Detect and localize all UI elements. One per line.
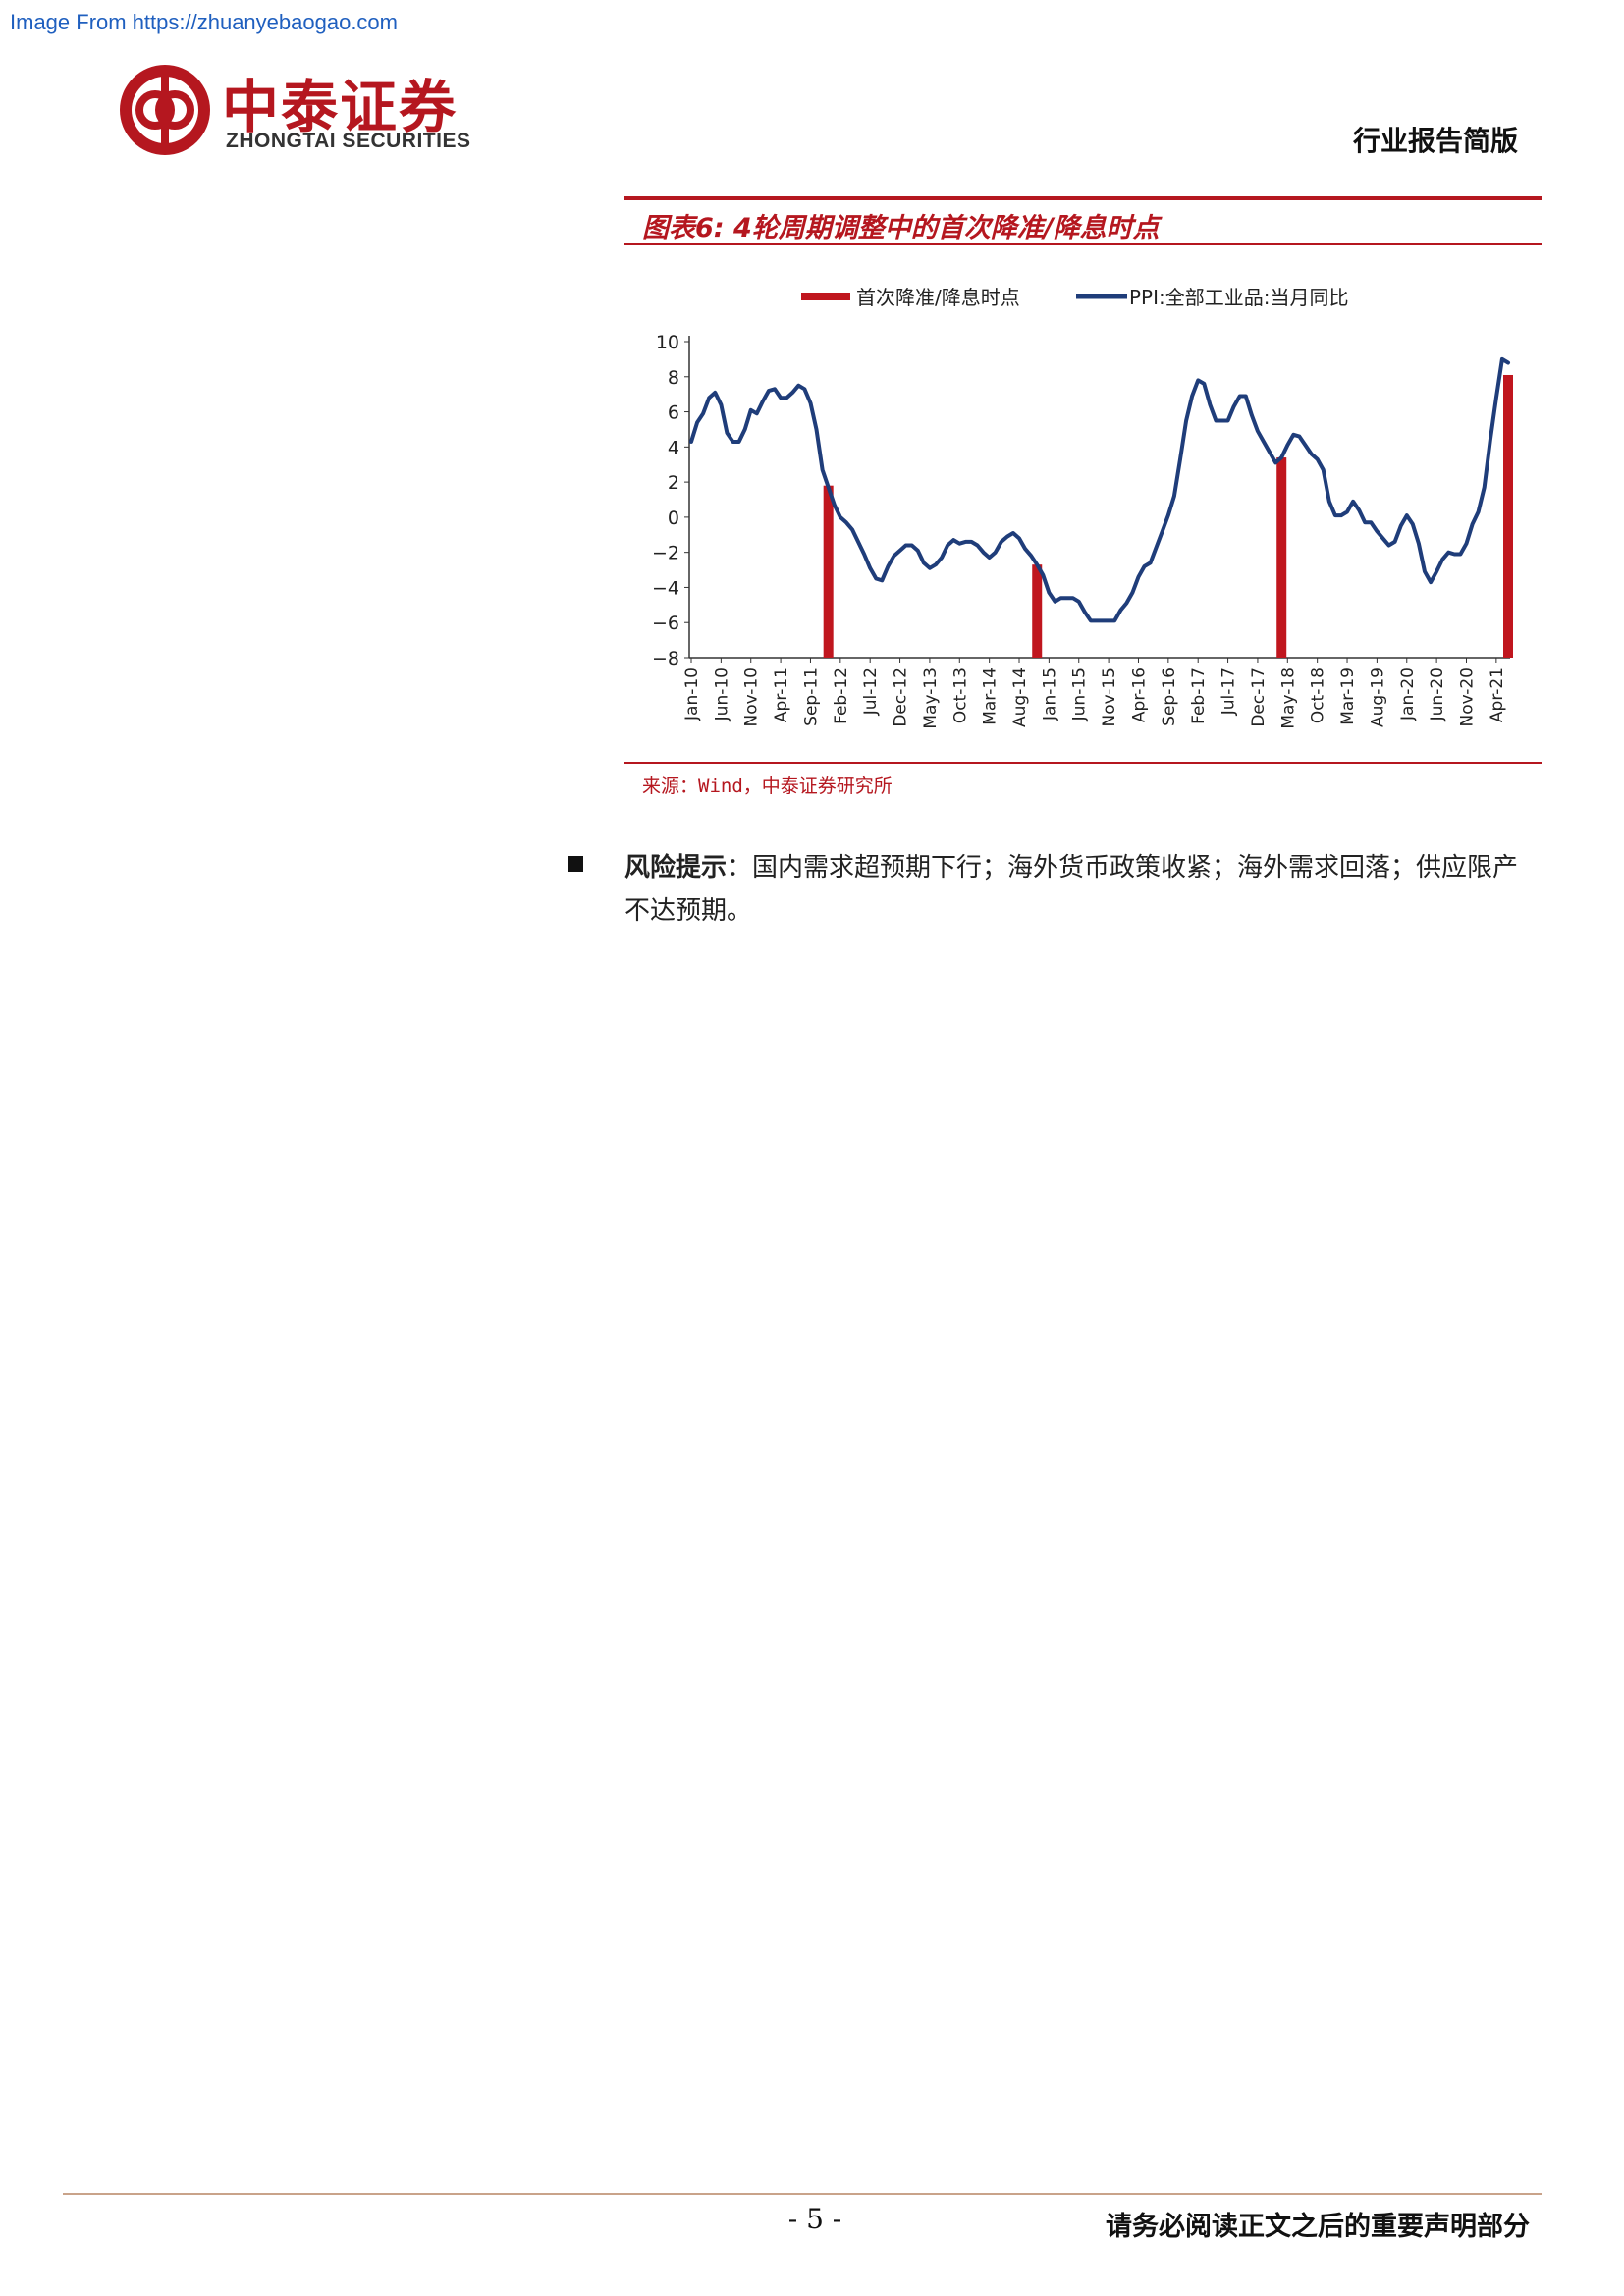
footer-disclaimer: 请务必阅读正文之后的重要声明部分 xyxy=(1106,2212,1530,2242)
x-tick-label: Dec-12 xyxy=(892,667,911,727)
y-tick-label: 0 xyxy=(668,507,679,529)
rate-cut-bar xyxy=(1503,374,1513,658)
document-type: 行业报告简版 xyxy=(1352,125,1518,157)
x-tick-label: Aug-14 xyxy=(1010,667,1030,727)
y-tick-label: 2 xyxy=(668,472,679,494)
x-tick-label: Apr-11 xyxy=(772,667,791,722)
x-tick-label: Sep-16 xyxy=(1160,667,1179,726)
watermark-link: Image From https://zhuanyebaogao.com xyxy=(10,10,398,34)
y-tick-label: 10 xyxy=(656,332,679,353)
company-name-en: ZHONGTAI SECURITIES xyxy=(226,130,471,152)
x-tick-label: Jan-20 xyxy=(1398,667,1418,721)
rate-cut-bar xyxy=(823,485,834,658)
chart-axes: −8 −6 −4 −2 0 2 4 6 8 10 Jan-10 Jun-10 Nov-10 Apr-11 S… xyxy=(652,332,1510,729)
figure-source: 来源：Wind，中泰证券研究所 xyxy=(642,775,893,797)
y-tick-label: −8 xyxy=(652,648,679,669)
y-tick-label: 8 xyxy=(668,367,679,389)
x-tick-label: Feb-12 xyxy=(832,667,851,724)
x-tick-label: Jul-17 xyxy=(1219,667,1239,716)
x-tick-label: Mar-19 xyxy=(1338,667,1358,725)
figure-title: 图表6: 4轮周期调整中的首次降准/降息时点 xyxy=(642,213,1160,243)
x-tick-label: Sep-11 xyxy=(801,667,821,726)
x-tick-label: Feb-17 xyxy=(1189,667,1209,724)
x-tick-label: Oct-13 xyxy=(950,667,970,723)
y-tick-label: −6 xyxy=(652,613,679,634)
x-tick-label: Apr-21 xyxy=(1488,667,1507,722)
x-tick-label: Mar-14 xyxy=(981,667,1001,725)
risk-text: ：国内需求超预期下行；海外货币政策收紧；海外需求回落；供应限产不达预期。 xyxy=(624,853,1519,926)
source-rule xyxy=(624,762,1542,764)
rate-cut-bar xyxy=(1276,457,1287,658)
chart-legend: 首次降准/降息时点 PPI:全部工业品:当月同比 xyxy=(801,286,1349,309)
zhongtai-logo-icon xyxy=(120,65,210,155)
risk-paragraph: 风险提示：国内需求超预期下行；海外货币政策收紧；海外需求回落；供应限产不达预期。 xyxy=(624,846,1528,933)
x-tick-label: May-18 xyxy=(1278,667,1298,729)
ppi-chart: 首次降准/降息时点 PPI:全部工业品:当月同比 −8 −6 −4 −2 0 2 4 6 8 10… xyxy=(652,286,1513,729)
legend-label-line: PPI:全部工业品:当月同比 xyxy=(1129,286,1349,309)
x-tick-label: Jun-10 xyxy=(712,667,731,721)
rate-cut-bar xyxy=(1032,564,1043,658)
figure-title-rule xyxy=(624,243,1542,245)
y-tick-label: 6 xyxy=(668,402,679,424)
ppi-series-line xyxy=(689,356,1510,623)
y-tick-label: −4 xyxy=(652,577,679,599)
x-tick-label: Jan-15 xyxy=(1040,667,1059,721)
x-tick-label: Jul-12 xyxy=(861,667,881,716)
y-tick-label: −2 xyxy=(652,543,679,564)
chart-bars xyxy=(823,374,1513,658)
risk-label: 风险提示 xyxy=(624,853,728,882)
legend-swatch-bar xyxy=(801,293,850,300)
legend-label-bar: 首次降准/降息时点 xyxy=(856,286,1020,309)
company-name-cn: 中泰证券 xyxy=(222,74,459,140)
x-tick-label: Nov-20 xyxy=(1457,667,1477,727)
x-tick-label: Dec-17 xyxy=(1249,667,1269,727)
x-tick-label: Nov-15 xyxy=(1100,667,1119,727)
x-tick-label: Jun-15 xyxy=(1070,667,1090,721)
company-logo: 中泰证券 ZHONGTAI SECURITIES xyxy=(116,61,509,169)
x-tick-label: Nov-10 xyxy=(742,667,762,727)
x-tick-label: Apr-16 xyxy=(1129,667,1149,722)
page-number: - 5 - xyxy=(787,2203,842,2235)
chart-lines xyxy=(689,356,1510,623)
x-tick-label: Oct-18 xyxy=(1309,667,1328,723)
x-tick-label: May-13 xyxy=(921,667,941,729)
x-tick-label: Aug-19 xyxy=(1368,667,1387,727)
y-tick-label: 4 xyxy=(668,437,679,458)
bullet-square-icon xyxy=(568,856,583,872)
footer-rule xyxy=(63,2193,1542,2195)
x-tick-label: Jun-20 xyxy=(1428,667,1447,721)
x-tick-label: Jan-10 xyxy=(682,667,702,721)
figure-top-rule xyxy=(624,196,1542,200)
